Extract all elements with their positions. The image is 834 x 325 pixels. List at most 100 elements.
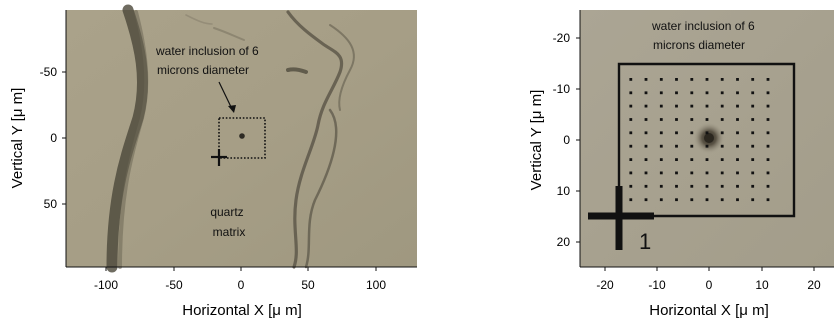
scan-point xyxy=(705,104,709,108)
scan-point xyxy=(705,131,709,135)
x-axis-title: Horizontal X [μ m] xyxy=(182,302,302,319)
scan-point xyxy=(705,118,709,121)
x-tick-label: 0 xyxy=(238,278,245,292)
scan-point xyxy=(644,198,648,202)
y-axis-title: Vertical Y [μ m] xyxy=(528,90,545,191)
scan-point xyxy=(720,131,724,135)
scan-point xyxy=(690,158,694,161)
scan-point xyxy=(675,78,678,81)
scan-point xyxy=(736,198,739,202)
scan-point xyxy=(659,144,663,148)
scan-point xyxy=(736,184,739,188)
scan-point xyxy=(720,184,724,188)
scan-point xyxy=(705,91,709,95)
scan-point xyxy=(705,158,709,161)
y-axis-title: Vertical Y [μ m] xyxy=(9,88,26,189)
scan-point xyxy=(766,158,770,161)
scan-point xyxy=(659,198,663,202)
scan-point xyxy=(629,91,633,95)
scan-point xyxy=(675,198,678,202)
x-tick-label: -20 xyxy=(596,278,614,292)
scan-point xyxy=(766,184,770,188)
inclusion-label-line2: microns diameter xyxy=(653,38,745,52)
y-tick-label: -10 xyxy=(553,82,571,96)
scan-point xyxy=(751,184,755,188)
y-tick-label: 10 xyxy=(557,184,571,198)
scan-point xyxy=(629,118,633,121)
scan-point xyxy=(629,198,633,202)
y-tick-label: -50 xyxy=(40,65,58,79)
annotation-arrow xyxy=(218,81,233,110)
scan-point xyxy=(629,144,633,148)
scan-point xyxy=(629,184,633,188)
scan-point xyxy=(690,78,694,81)
y-tick-label: 50 xyxy=(44,197,58,211)
scan-point xyxy=(690,91,694,95)
scan-point xyxy=(659,158,663,161)
scan-point xyxy=(720,118,724,121)
scan-point xyxy=(766,198,770,202)
inclusion-dot xyxy=(239,133,245,139)
scan-point xyxy=(736,131,739,135)
scan-point xyxy=(705,184,709,188)
scan-point xyxy=(690,171,694,175)
scan-point xyxy=(705,144,709,148)
scan-point xyxy=(720,78,724,81)
scan-point xyxy=(751,198,755,202)
scan-point xyxy=(766,171,770,175)
scan-point xyxy=(675,184,678,188)
scan-point xyxy=(629,78,633,81)
scan-point xyxy=(751,91,755,95)
scan-point xyxy=(644,131,648,135)
inclusion-label-line1: water inclusion of 6 xyxy=(651,19,755,33)
right-panel: 1 water inclusion of 6 microns diameter … xyxy=(528,10,834,319)
scan-point xyxy=(659,131,663,135)
inclusion-core xyxy=(704,133,714,143)
inclusion-dotted-box xyxy=(218,117,266,159)
scan-point xyxy=(705,171,709,175)
scan-point xyxy=(644,91,648,95)
scan-point xyxy=(751,144,755,148)
scan-point xyxy=(736,78,739,81)
scan-point xyxy=(659,91,663,95)
scan-point xyxy=(675,118,678,121)
scan-point xyxy=(720,158,724,161)
scan-point xyxy=(751,158,755,161)
scan-point xyxy=(629,158,633,161)
scan-point xyxy=(629,171,633,175)
scan-point xyxy=(690,131,694,135)
y-tick-label: 0 xyxy=(563,133,570,147)
y-tick-label: -20 xyxy=(553,31,571,45)
scan-point xyxy=(659,184,663,188)
scan-point xyxy=(751,131,755,135)
scan-point xyxy=(751,78,755,81)
scan-point xyxy=(720,144,724,148)
scan-point xyxy=(751,104,755,108)
scan-point xyxy=(675,144,678,148)
scan-point xyxy=(675,104,678,108)
scan-box-outline xyxy=(617,62,796,218)
x-tick-label: 50 xyxy=(301,278,315,292)
scan-point xyxy=(675,171,678,175)
scan-point xyxy=(720,91,724,95)
scan-point xyxy=(690,118,694,121)
y-tick-label: 0 xyxy=(50,131,57,145)
left-panel: water inclusion of 6 microns diameter qu… xyxy=(9,4,417,319)
x-tick-label: 0 xyxy=(706,278,713,292)
start-label: 1 xyxy=(639,229,651,254)
arrow-head-icon xyxy=(228,105,236,113)
scan-point xyxy=(736,118,739,121)
matrix-label-line2: matrix xyxy=(213,225,246,239)
scan-point xyxy=(659,118,663,121)
scan-point xyxy=(690,144,694,148)
scan-point xyxy=(766,144,770,148)
inclusion-label-line2: microns diameter xyxy=(157,63,249,77)
scan-point xyxy=(644,78,648,81)
scan-point xyxy=(690,184,694,188)
scan-point xyxy=(766,91,770,95)
scan-point xyxy=(675,91,678,95)
scan-point xyxy=(766,104,770,108)
scan-point xyxy=(629,131,633,135)
x-axis-title: Horizontal X [μ m] xyxy=(649,302,769,319)
